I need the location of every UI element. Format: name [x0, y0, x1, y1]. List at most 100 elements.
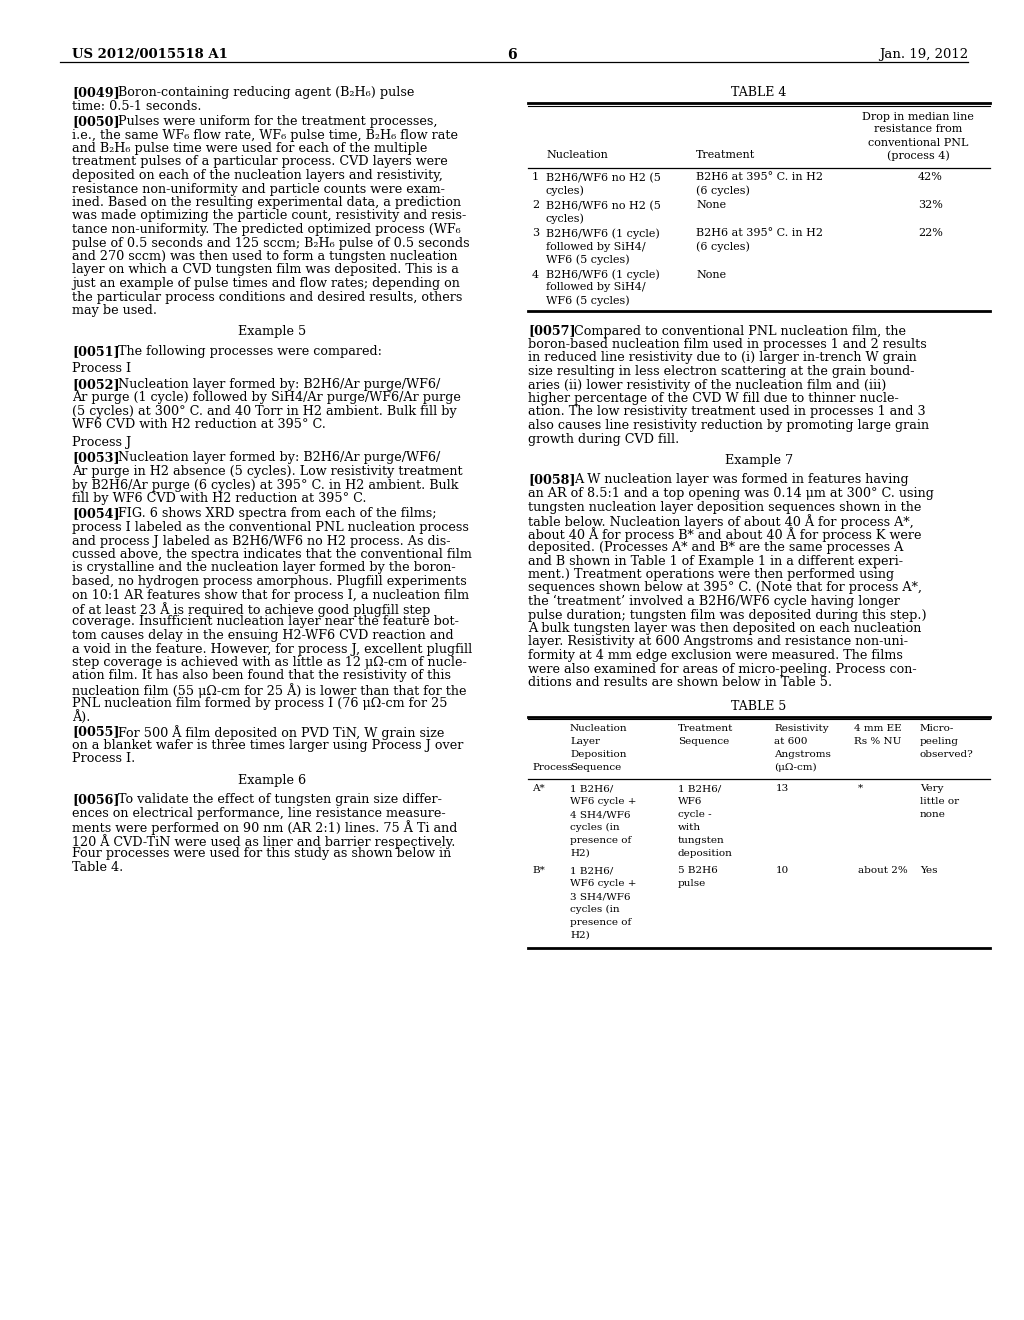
Text: and B shown in Table 1 of Example 1 in a different experi-: and B shown in Table 1 of Example 1 in a… [528, 554, 903, 568]
Text: Rs % NU: Rs % NU [854, 737, 901, 746]
Text: None: None [696, 269, 726, 280]
Text: [0054]: [0054] [72, 507, 120, 520]
Text: 13: 13 [775, 784, 788, 793]
Text: Very: Very [920, 784, 943, 793]
Text: The following processes were compared:: The following processes were compared: [118, 345, 382, 358]
Text: Table 4.: Table 4. [72, 861, 123, 874]
Text: (μΩ-cm): (μΩ-cm) [774, 763, 816, 772]
Text: Example 5: Example 5 [238, 326, 306, 338]
Text: resistance non-uniformity and particle counts were exam-: resistance non-uniformity and particle c… [72, 182, 444, 195]
Text: process I labeled as the conventional PNL nucleation process: process I labeled as the conventional PN… [72, 521, 469, 535]
Text: [0058]: [0058] [528, 474, 575, 487]
Text: 1 B2H6/: 1 B2H6/ [678, 784, 721, 793]
Text: step coverage is achieved with as little as 12 μΩ-cm of nucle-: step coverage is achieved with as little… [72, 656, 467, 669]
Text: A bulk tungsten layer was then deposited on each nucleation: A bulk tungsten layer was then deposited… [528, 622, 922, 635]
Text: 1: 1 [532, 173, 539, 182]
Text: Layer: Layer [570, 737, 600, 746]
Text: Ar purge in H2 absence (5 cycles). Low resistivity treatment: Ar purge in H2 absence (5 cycles). Low r… [72, 465, 463, 478]
Text: 4 SH4/WF6: 4 SH4/WF6 [570, 810, 631, 818]
Text: deposited. (Processes A* and B* are the same processes A: deposited. (Processes A* and B* are the … [528, 541, 903, 554]
Text: cycles (in: cycles (in [570, 822, 620, 832]
Text: cycles (in: cycles (in [570, 906, 620, 915]
Text: with: with [678, 822, 701, 832]
Text: presence of: presence of [570, 836, 631, 845]
Text: Yes: Yes [920, 866, 938, 875]
Text: Drop in median line: Drop in median line [862, 111, 974, 121]
Text: [0049]: [0049] [72, 86, 120, 99]
Text: nucleation film (55 μΩ-cm for 25 Å) is lower than that for the: nucleation film (55 μΩ-cm for 25 Å) is l… [72, 682, 467, 698]
Text: Four processes were used for this study as shown below in: Four processes were used for this study … [72, 847, 452, 861]
Text: deposited on each of the nucleation layers and resistivity,: deposited on each of the nucleation laye… [72, 169, 442, 182]
Text: 22%: 22% [918, 228, 943, 239]
Text: Compared to conventional PNL nucleation film, the: Compared to conventional PNL nucleation … [574, 325, 906, 338]
Text: Process I.: Process I. [72, 752, 135, 766]
Text: Sequence: Sequence [570, 763, 622, 772]
Text: followed by SiH4/: followed by SiH4/ [546, 282, 645, 293]
Text: tance non-uniformity. The predicted optimized process (WF₆: tance non-uniformity. The predicted opti… [72, 223, 461, 236]
Text: WF6 cycle +: WF6 cycle + [570, 797, 637, 807]
Text: ined. Based on the resulting experimental data, a prediction: ined. Based on the resulting experimenta… [72, 195, 461, 209]
Text: 4 mm EE: 4 mm EE [854, 723, 901, 733]
Text: 3 SH4/WF6: 3 SH4/WF6 [570, 892, 631, 902]
Text: Treatment: Treatment [696, 150, 756, 161]
Text: at 600: at 600 [774, 737, 808, 746]
Text: of at least 23 Å is required to achieve good plugfill step: of at least 23 Å is required to achieve … [72, 602, 430, 616]
Text: PNL nucleation film formed by process I (76 μΩ-cm for 25: PNL nucleation film formed by process I … [72, 697, 447, 710]
Text: TABLE 4: TABLE 4 [731, 86, 786, 99]
Text: [0051]: [0051] [72, 345, 120, 358]
Text: [0055]: [0055] [72, 726, 120, 738]
Text: based, no hydrogen process amorphous. Plugfill experiments: based, no hydrogen process amorphous. Pl… [72, 576, 467, 587]
Text: 6: 6 [507, 48, 517, 62]
Text: *: * [858, 784, 863, 793]
Text: is crystalline and the nucleation layer formed by the boron-: is crystalline and the nucleation layer … [72, 561, 456, 574]
Text: tungsten: tungsten [678, 836, 725, 845]
Text: (6 cycles): (6 cycles) [696, 242, 750, 252]
Text: and 270 sccm) was then used to form a tungsten nucleation: and 270 sccm) was then used to form a tu… [72, 249, 458, 263]
Text: on a blanket wafer is three times larger using Process J over: on a blanket wafer is three times larger… [72, 739, 464, 752]
Text: layer on which a CVD tungsten film was deposited. This is a: layer on which a CVD tungsten film was d… [72, 264, 459, 276]
Text: For 500 Å film deposited on PVD TiN, W grain size: For 500 Å film deposited on PVD TiN, W g… [118, 726, 444, 741]
Text: Ar purge (1 cycle) followed by SiH4/Ar purge/WF6/Ar purge: Ar purge (1 cycle) followed by SiH4/Ar p… [72, 392, 461, 404]
Text: ation. The low resistivity treatment used in processes 1 and 3: ation. The low resistivity treatment use… [528, 405, 926, 418]
Text: pulse duration; tungsten film was deposited during this step.): pulse duration; tungsten film was deposi… [528, 609, 927, 622]
Text: ation film. It has also been found that the resistivity of this: ation film. It has also been found that … [72, 669, 451, 682]
Text: the ‘treatment’ involved a B2H6/WF6 cycle having longer: the ‘treatment’ involved a B2H6/WF6 cycl… [528, 595, 900, 609]
Text: Jan. 19, 2012: Jan. 19, 2012 [879, 48, 968, 61]
Text: B2H6 at 395° C. in H2: B2H6 at 395° C. in H2 [696, 173, 823, 182]
Text: [0050]: [0050] [72, 115, 120, 128]
Text: just an example of pulse times and flow rates; depending on: just an example of pulse times and flow … [72, 277, 460, 290]
Text: ditions and results are shown below in Table 5.: ditions and results are shown below in T… [528, 676, 833, 689]
Text: 4: 4 [532, 269, 539, 280]
Text: ment.) Treatment operations were then performed using: ment.) Treatment operations were then pe… [528, 568, 894, 581]
Text: Deposition: Deposition [570, 750, 627, 759]
Text: presence of: presence of [570, 917, 631, 927]
Text: WF6 cycle +: WF6 cycle + [570, 879, 637, 888]
Text: WF6 (5 cycles): WF6 (5 cycles) [546, 255, 630, 265]
Text: Treatment: Treatment [678, 723, 733, 733]
Text: and process J labeled as B2H6/WF6 no H2 process. As dis-: and process J labeled as B2H6/WF6 no H2 … [72, 535, 451, 548]
Text: fill by WF6 CVD with H2 reduction at 395° C.: fill by WF6 CVD with H2 reduction at 395… [72, 492, 367, 506]
Text: treatment pulses of a particular process. CVD layers were: treatment pulses of a particular process… [72, 156, 447, 169]
Text: A W nucleation layer was formed in features having: A W nucleation layer was formed in featu… [574, 474, 908, 487]
Text: cycle -: cycle - [678, 810, 712, 818]
Text: little or: little or [920, 797, 959, 807]
Text: To validate the effect of tungsten grain size differ-: To validate the effect of tungsten grain… [118, 793, 442, 807]
Text: WF6 CVD with H2 reduction at 395° C.: WF6 CVD with H2 reduction at 395° C. [72, 418, 326, 432]
Text: was made optimizing the particle count, resistivity and resis-: was made optimizing the particle count, … [72, 210, 466, 223]
Text: ments were performed on 90 nm (AR 2:1) lines. 75 Å Ti and: ments were performed on 90 nm (AR 2:1) l… [72, 821, 458, 836]
Text: H2): H2) [570, 931, 590, 940]
Text: Resistivity: Resistivity [774, 723, 828, 733]
Text: growth during CVD fill.: growth during CVD fill. [528, 433, 679, 446]
Text: B*: B* [532, 866, 545, 875]
Text: Process: Process [532, 763, 572, 772]
Text: A*: A* [532, 784, 545, 793]
Text: 5 B2H6: 5 B2H6 [678, 866, 718, 875]
Text: a void in the feature. However, for process J, excellent plugfill: a void in the feature. However, for proc… [72, 643, 472, 656]
Text: cycles): cycles) [546, 214, 585, 224]
Text: and B₂H₆ pulse time were used for each of the multiple: and B₂H₆ pulse time were used for each o… [72, 143, 427, 154]
Text: B2H6 at 395° C. in H2: B2H6 at 395° C. in H2 [696, 228, 823, 239]
Text: about 40 Å for process B* and about 40 Å for process K were: about 40 Å for process B* and about 40 Å… [528, 528, 922, 543]
Text: were also examined for areas of micro-peeling. Process con-: were also examined for areas of micro-pe… [528, 663, 916, 676]
Text: boron-based nucleation film used in processes 1 and 2 results: boron-based nucleation film used in proc… [528, 338, 927, 351]
Text: Nucleation: Nucleation [546, 150, 608, 161]
